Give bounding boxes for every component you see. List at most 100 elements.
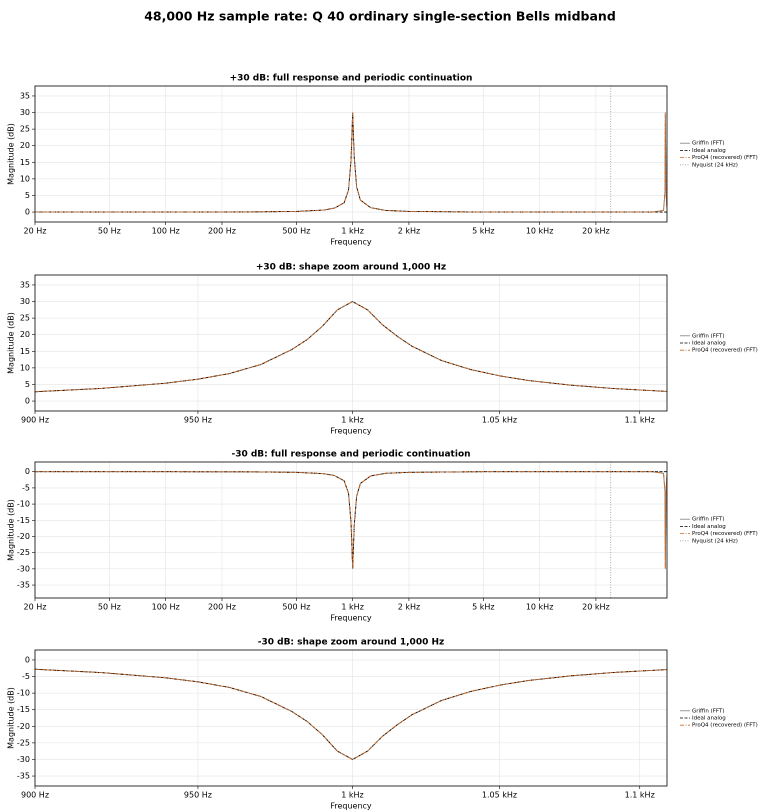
axes-frame: [34, 649, 668, 787]
x-axis-label: Frequency: [330, 427, 372, 436]
series-line: [35, 668, 667, 760]
y-tick-label: 10: [20, 363, 30, 372]
legend-label: ProQ4 (recovered) (FFT): [692, 531, 758, 537]
legend-label: Ideal analog: [692, 341, 726, 347]
x-tick-label: 500 Hz: [282, 603, 310, 612]
y-tick-label: -15: [17, 516, 30, 525]
y-tick-label: -30: [17, 755, 30, 764]
x-axis-label: Frequency: [330, 614, 372, 623]
x-tick-label: 950 Hz: [184, 791, 212, 800]
legend-label: Griffin (FFT): [692, 333, 724, 339]
x-tick-label: 20 kHz: [582, 227, 610, 236]
x-tick-label: 1.1 kHz: [625, 416, 655, 425]
legend-label: Nyquist (24 kHz): [692, 538, 738, 544]
y-tick-label: -35: [17, 581, 30, 590]
x-tick-label: 1.1 kHz: [625, 791, 655, 800]
y-axis-label: Magnitude (dB): [7, 123, 16, 185]
y-axis-label: Magnitude (dB): [7, 312, 16, 374]
legend-label: Griffin (FFT): [692, 141, 724, 147]
x-tick-label: 1 kHz: [341, 791, 363, 800]
x-tick-label: 2 kHz: [398, 603, 420, 612]
x-tick-label: 10 kHz: [526, 227, 554, 236]
series-line: [35, 301, 667, 393]
y-tick-label: -10: [17, 500, 30, 509]
y-axis-label: Magnitude (dB): [7, 687, 16, 749]
y-tick-label: -5: [22, 483, 30, 492]
x-tick-label: 1 kHz: [341, 416, 363, 425]
y-tick-label: 15: [20, 158, 30, 167]
x-tick-label: 5 kHz: [472, 603, 494, 612]
legend-label: ProQ4 (recovered) (FFT): [692, 348, 758, 354]
y-tick-label: 15: [20, 347, 30, 356]
legend-label: Nyquist (24 kHz): [692, 162, 738, 168]
y-tick-label: 25: [20, 125, 30, 134]
x-tick-label: 50 Hz: [98, 603, 121, 612]
y-tick-label: -20: [17, 532, 30, 541]
legend-label: Ideal analog: [692, 148, 726, 154]
axes-frame: [34, 461, 668, 599]
x-tick-label: 20 kHz: [582, 603, 610, 612]
x-tick-label: 5 kHz: [472, 227, 494, 236]
y-tick-label: 30: [20, 108, 30, 117]
y-tick-label: 20: [20, 330, 30, 339]
x-tick-label: 1 kHz: [341, 227, 363, 236]
y-tick-label: -15: [17, 705, 30, 714]
chart-title: -30 dB: full response and periodic conti…: [231, 450, 470, 460]
x-tick-label: 2 kHz: [398, 227, 420, 236]
y-tick-label: 20: [20, 141, 30, 150]
x-tick-label: 200 Hz: [208, 603, 236, 612]
legend-label: Griffin (FFT): [692, 517, 724, 523]
x-tick-label: 20 Hz: [24, 227, 47, 236]
y-tick-label: 5: [25, 380, 30, 389]
plot-area: [35, 86, 667, 222]
chart-title: +30 dB: full response and periodic conti…: [230, 74, 473, 84]
y-tick-label: -35: [17, 772, 30, 781]
y-tick-label: 10: [20, 174, 30, 183]
x-tick-label: 500 Hz: [282, 227, 310, 236]
plot-area: [35, 301, 667, 393]
y-tick-label: 30: [20, 297, 30, 306]
y-tick-label: 25: [20, 314, 30, 323]
y-tick-label: 0: [25, 208, 30, 217]
y-tick-label: -10: [17, 689, 30, 698]
y-tick-label: -25: [17, 548, 30, 557]
x-tick-label: 50 Hz: [98, 227, 121, 236]
x-tick-label: 900 Hz: [21, 416, 49, 425]
y-tick-label: 0: [25, 397, 30, 406]
series-line: [35, 112, 667, 213]
x-axis-label: Frequency: [330, 238, 372, 247]
axes-frame: [34, 85, 668, 223]
series-line: [35, 471, 667, 569]
y-tick-label: -30: [17, 564, 30, 573]
legend-label: Ideal analog: [692, 716, 726, 722]
x-tick-label: 100 Hz: [152, 603, 180, 612]
legend-label: ProQ4 (recovered) (FFT): [692, 723, 758, 729]
x-tick-label: 900 Hz: [21, 791, 49, 800]
y-tick-label: -20: [17, 722, 30, 731]
x-tick-label: 1.05 kHz: [482, 416, 517, 425]
y-tick-label: 35: [20, 280, 30, 289]
axes-frame: [34, 274, 668, 412]
x-tick-label: 200 Hz: [208, 227, 236, 236]
y-axis-label: Magnitude (dB): [7, 499, 16, 561]
legend-label: ProQ4 (recovered) (FFT): [692, 155, 758, 161]
y-tick-label: 5: [25, 191, 30, 200]
chart-title: -30 dB: shape zoom around 1,000 Hz: [258, 638, 445, 648]
x-tick-label: 20 Hz: [24, 603, 47, 612]
x-axis-label: Frequency: [330, 802, 372, 811]
plot-area: [35, 462, 667, 598]
y-tick-label: -5: [22, 672, 30, 681]
figure-title: 48,000 Hz sample rate: Q 40 ordinary sin…: [144, 9, 616, 24]
x-tick-label: 10 kHz: [526, 603, 554, 612]
chart-title: +30 dB: shape zoom around 1,000 Hz: [256, 263, 446, 273]
y-tick-label: 0: [25, 655, 30, 664]
legend-label: Griffin (FFT): [692, 708, 724, 714]
x-tick-label: 100 Hz: [152, 227, 180, 236]
y-tick-label: -25: [17, 738, 30, 747]
legend-label: Ideal analog: [692, 524, 726, 530]
plot-area: [35, 668, 667, 760]
x-tick-label: 950 Hz: [184, 416, 212, 425]
x-tick-label: 1.05 kHz: [482, 791, 517, 800]
